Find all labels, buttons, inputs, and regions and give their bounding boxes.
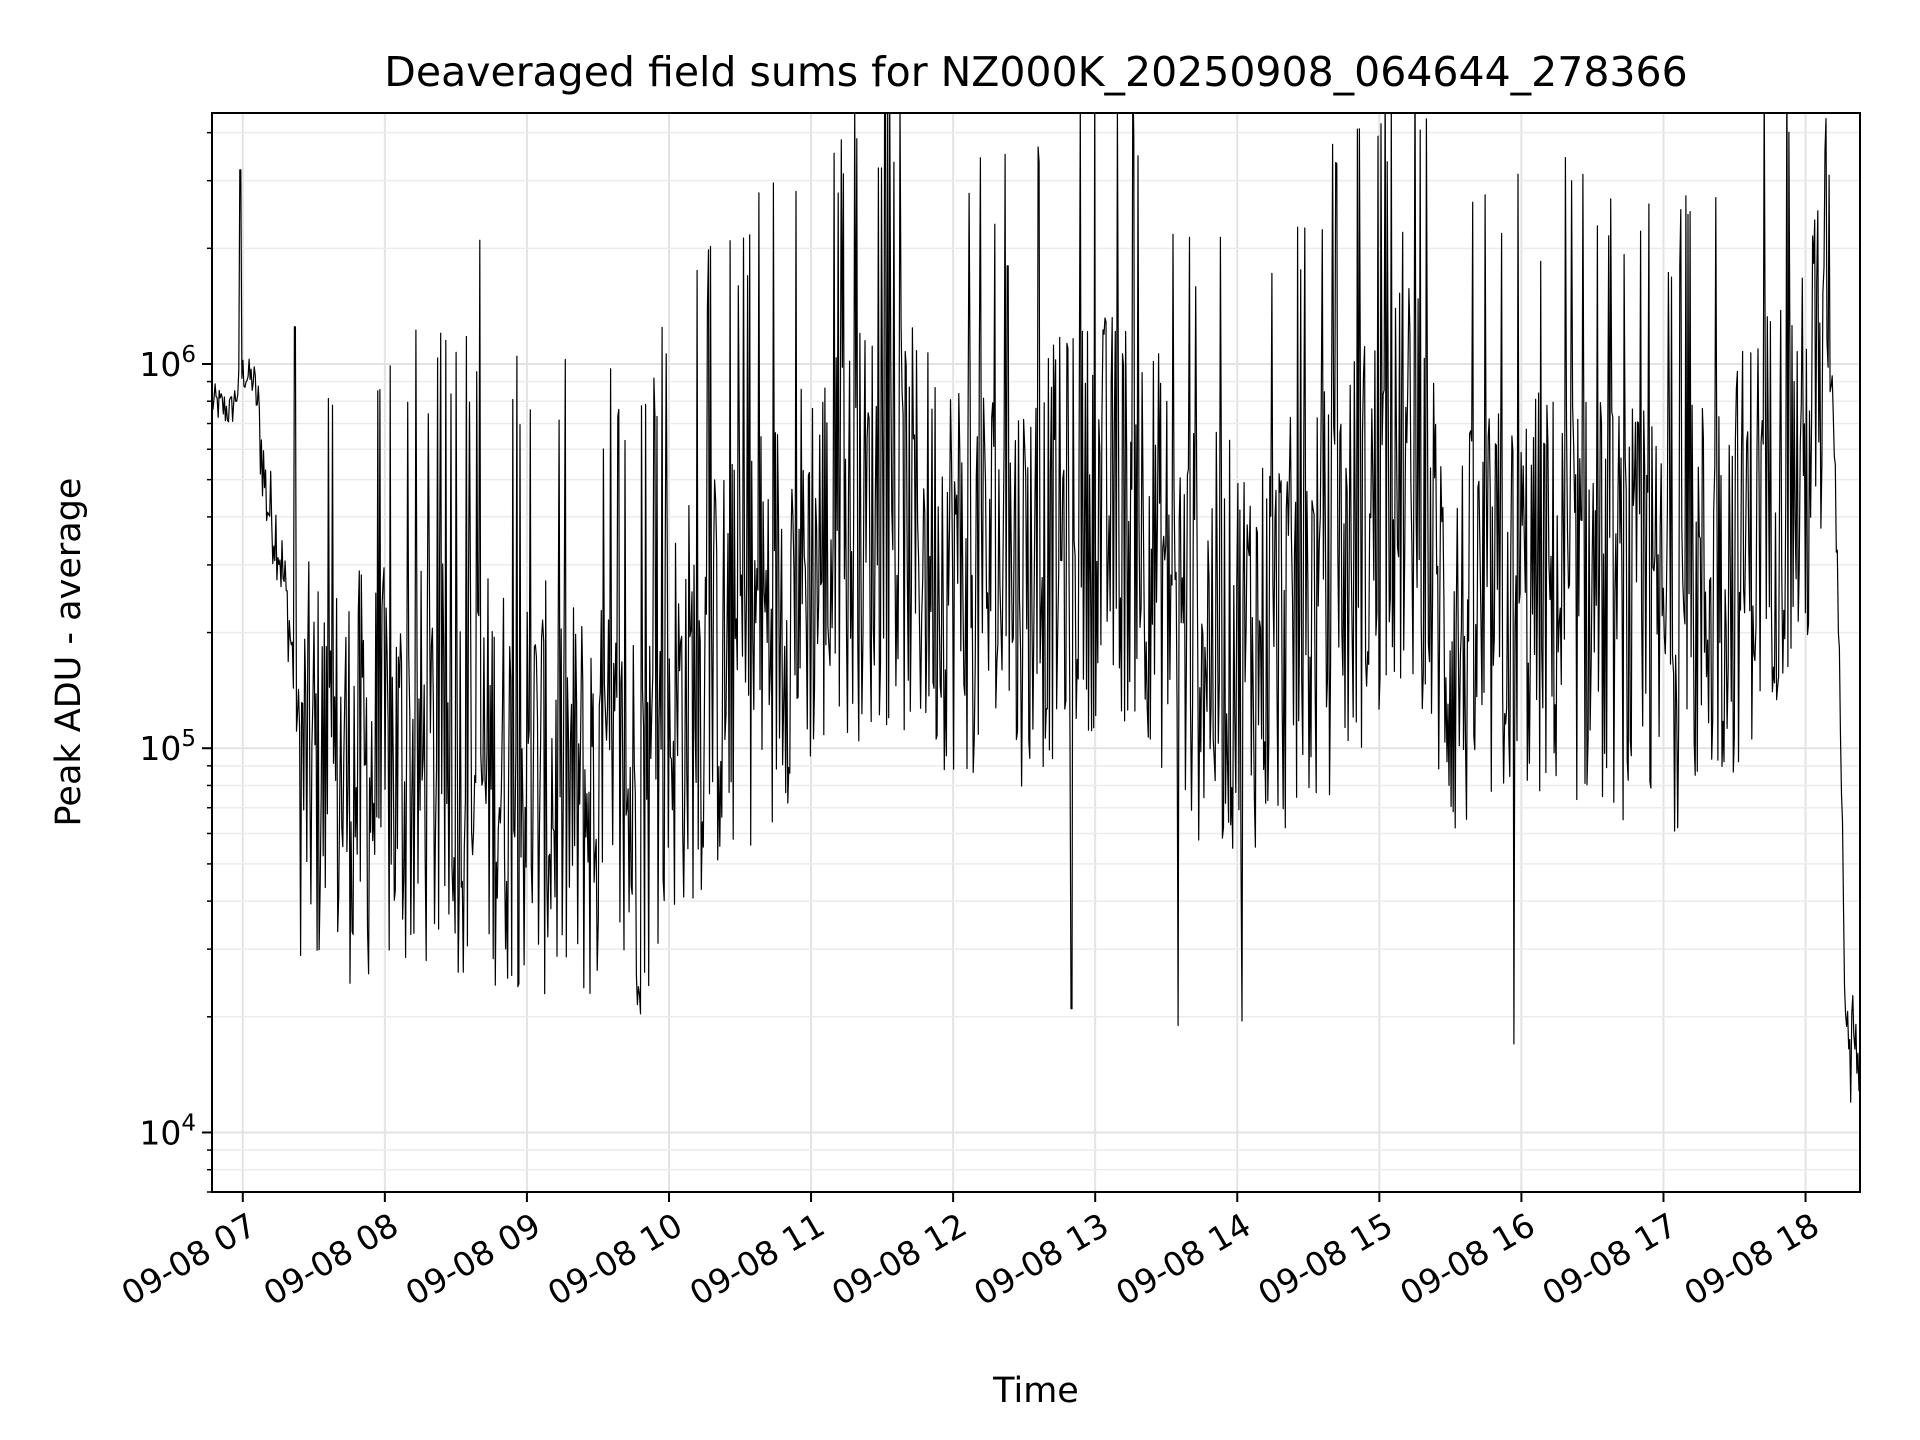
y-tick-label: 105 xyxy=(139,726,196,768)
plot-frame xyxy=(211,112,1861,1193)
series-line xyxy=(212,113,1860,1103)
data-series xyxy=(212,113,1860,1103)
y-axis-label: Peak ADU - average xyxy=(49,478,89,827)
chart-title: Deaveraged field sums for NZ000K_2025090… xyxy=(384,48,1687,96)
y-axis: 104 105 106 xyxy=(139,131,212,1193)
x-axis-label: Time xyxy=(992,1371,1079,1411)
y-tick-label: 106 xyxy=(139,342,196,384)
y-tick-label: 104 xyxy=(139,1110,196,1152)
